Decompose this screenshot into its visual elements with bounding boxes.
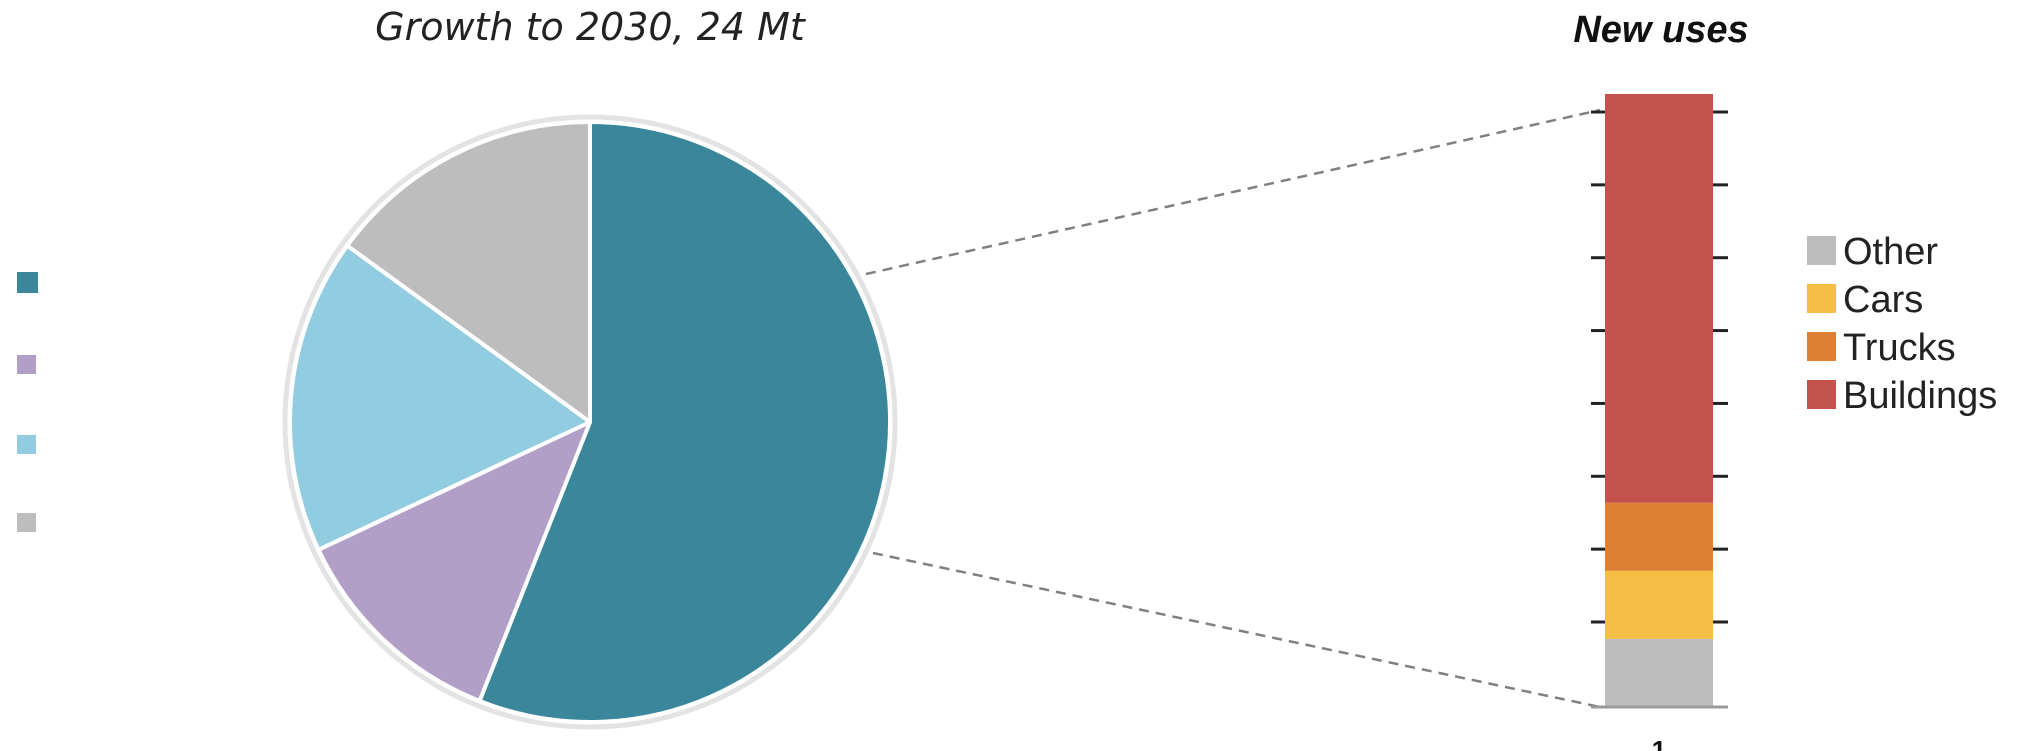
connector-line-top: [865, 108, 1601, 276]
pie-legend: [17, 272, 38, 532]
pie-title: Growth to 2030, 24 Mt: [375, 5, 807, 49]
bar-legend-swatch-trucks: [1807, 332, 1836, 361]
pie-slices: [288, 120, 892, 724]
connector-line-bottom: [872, 551, 1601, 709]
bar-axis: 1: [1591, 110, 1728, 751]
bar-category-label: 1: [1652, 735, 1666, 751]
pie-legend-swatch-1: [17, 272, 38, 293]
bar-segments: [1605, 94, 1713, 707]
bar-legend-swatch-cars: [1807, 284, 1836, 313]
pie-chart: Growth to 2030, 24 Mt: [282, 5, 898, 730]
bar-legend-label-trucks: Trucks: [1843, 327, 1956, 369]
bar-segment-cars: [1605, 570, 1713, 639]
bar-title: New uses: [1573, 9, 1748, 51]
pie-slice-2: [316, 420, 592, 703]
bar-legend-swatch-buildings: [1807, 380, 1836, 409]
pie-slice-3: [288, 243, 592, 552]
pie-legend-swatch-4: [17, 513, 36, 532]
bar-legend-label-cars: Cars: [1843, 279, 1923, 321]
bar-segment-other: [1605, 638, 1713, 707]
pie-legend-swatch-2: [17, 355, 36, 374]
pie-legend-swatch-3: [17, 435, 36, 454]
bar-legend: Other Cars Trucks Buildings: [1807, 231, 1997, 417]
bar-legend-label-buildings: Buildings: [1843, 375, 1997, 417]
stacked-bar-chart: New uses 1 Other Cars Trucks Buildings: [1573, 9, 1997, 751]
bar-segment-buildings: [1605, 94, 1713, 503]
bar-legend-swatch-other: [1807, 236, 1836, 265]
pie-slice-1: [477, 120, 892, 724]
pie-slice-4: [345, 120, 592, 424]
bar-legend-label-other: Other: [1843, 231, 1938, 273]
bar-segment-trucks: [1605, 502, 1713, 571]
